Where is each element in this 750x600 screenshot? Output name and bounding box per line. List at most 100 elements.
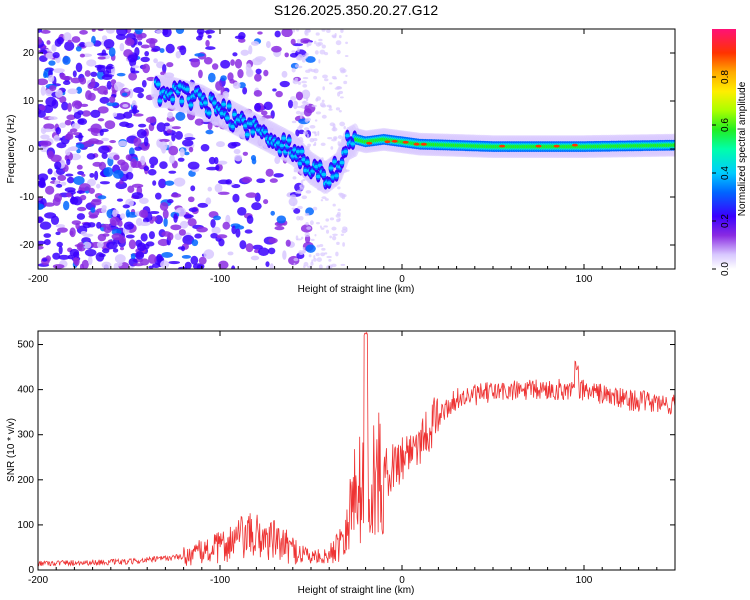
spectrogram-ridge (299, 149, 305, 154)
spectrogram-blob (312, 206, 318, 211)
spectrogram-blob (84, 70, 91, 77)
spectrogram-blob (235, 228, 241, 238)
spectrogram-blob (303, 127, 310, 131)
spectrogram-blob (330, 146, 334, 150)
spectrogram-blob (296, 38, 301, 44)
spectrogram-blob (120, 246, 125, 251)
spectrogram-blob (58, 245, 63, 255)
colorbar-label: Normalized spectral amplitude (737, 81, 748, 216)
spectrogram-blob (327, 136, 333, 140)
snr-ytick-label: 300 (17, 430, 34, 441)
spectrogram-blob (148, 231, 155, 240)
spectrogram-blob (134, 146, 143, 151)
spectrogram-blob (112, 112, 118, 118)
spectrogram-blob (115, 181, 128, 190)
spectrogram-blob (175, 29, 185, 35)
spectrogram-blob (321, 247, 326, 251)
spectrogram-blob (43, 238, 51, 246)
spectrogram-blob (275, 90, 283, 98)
spectrogram-blob (94, 170, 99, 181)
spectrogram-blob (122, 204, 130, 209)
spectrogram-blob (141, 79, 147, 88)
spectrogram-blob (67, 88, 78, 95)
spectrogram-blob (45, 96, 57, 107)
spectrogram-blob (40, 86, 46, 96)
spectrogram-ridge (177, 84, 183, 88)
spectrogram-blob (304, 30, 308, 35)
spectrogram-blob (291, 120, 297, 124)
spectrogram-blob (97, 106, 109, 114)
spectrogram-blob (99, 181, 110, 185)
spectrogram-blob (166, 62, 174, 68)
spectrogram-ridge (221, 102, 227, 106)
spectrogram-blob (319, 225, 322, 229)
spectrogram-blob (131, 65, 140, 69)
spectrogram-blob (295, 91, 304, 101)
spectrogram-blob (149, 38, 156, 49)
spectrogram-blob (234, 225, 245, 230)
spectrogram-blob (158, 178, 167, 189)
spectrogram-blob (321, 196, 327, 200)
spectrogram-blob (211, 226, 221, 235)
spectrogram-ridge (328, 166, 334, 170)
spectrogram-blob (123, 221, 135, 230)
spectrogram-blob (296, 29, 300, 32)
spectrogram-blob (179, 220, 189, 229)
spectrogram-blob (148, 210, 160, 215)
spectrogram-blob (296, 215, 301, 221)
spectrogram-blob (72, 196, 83, 206)
spectrogram-ridge (672, 143, 675, 148)
spectrogram-ridge (197, 93, 203, 97)
spectrogram-blob (178, 229, 186, 236)
spectrogram-blob (204, 29, 215, 34)
spectrogram-blob (140, 56, 150, 63)
spectrogram-blob (271, 45, 282, 53)
spectrogram-blob (316, 257, 322, 263)
spectrogram-ridge (188, 103, 194, 107)
spectrogram-ytick-label: 0 (28, 144, 34, 155)
spectrogram-ridge (170, 97, 176, 101)
spectrogram-blob (133, 263, 144, 267)
spectrogram-blob (71, 123, 81, 130)
spectrogram-blob (139, 221, 151, 227)
spectrogram-blob (173, 213, 178, 223)
spectrogram-blob (188, 146, 194, 153)
spectrogram-blob (128, 72, 138, 81)
spectrogram-blob (160, 260, 170, 269)
spectrogram-blob (279, 80, 290, 88)
spectrogram-blob (46, 40, 51, 45)
spectrogram-blob (297, 191, 302, 194)
spectrogram-blob (205, 46, 216, 50)
spectrogram-blob (130, 253, 136, 260)
spectrogram-blob (56, 183, 63, 188)
spectrogram-blob (269, 263, 274, 269)
spectrogram-blob (203, 249, 215, 260)
spectrogram-blob (127, 185, 135, 193)
spectrogram-blob (342, 242, 345, 247)
spectrogram-blob (313, 255, 316, 259)
spectrogram-blob (62, 200, 70, 211)
spectrogram-blob (269, 178, 278, 183)
spectrogram-blob (79, 77, 87, 85)
spectrogram-blob (117, 159, 126, 166)
spectrogram-blob (332, 233, 338, 236)
spectrogram-hotspot (366, 141, 373, 145)
spectrogram-blob (305, 96, 309, 102)
spectrogram-blob (282, 250, 287, 260)
spectrogram-blob (149, 220, 154, 224)
spectrogram-blob (113, 81, 124, 91)
spectrogram-blob (95, 183, 101, 189)
spectrogram-blob (52, 197, 61, 206)
spectrogram-blob (94, 64, 106, 69)
spectrogram-blob (326, 255, 332, 259)
spectrogram-blob (76, 164, 83, 170)
spectrogram-blob (302, 178, 306, 182)
spectrogram-blob (69, 248, 80, 257)
spectrogram-blob (72, 70, 77, 78)
spectrogram-blob (245, 63, 252, 73)
spectrogram-blob (218, 238, 225, 247)
snr-ytick-label: 500 (17, 340, 34, 351)
spectrogram-blob (88, 92, 96, 102)
spectrogram-hotspot (420, 142, 427, 146)
spectrogram-blob (238, 32, 246, 40)
